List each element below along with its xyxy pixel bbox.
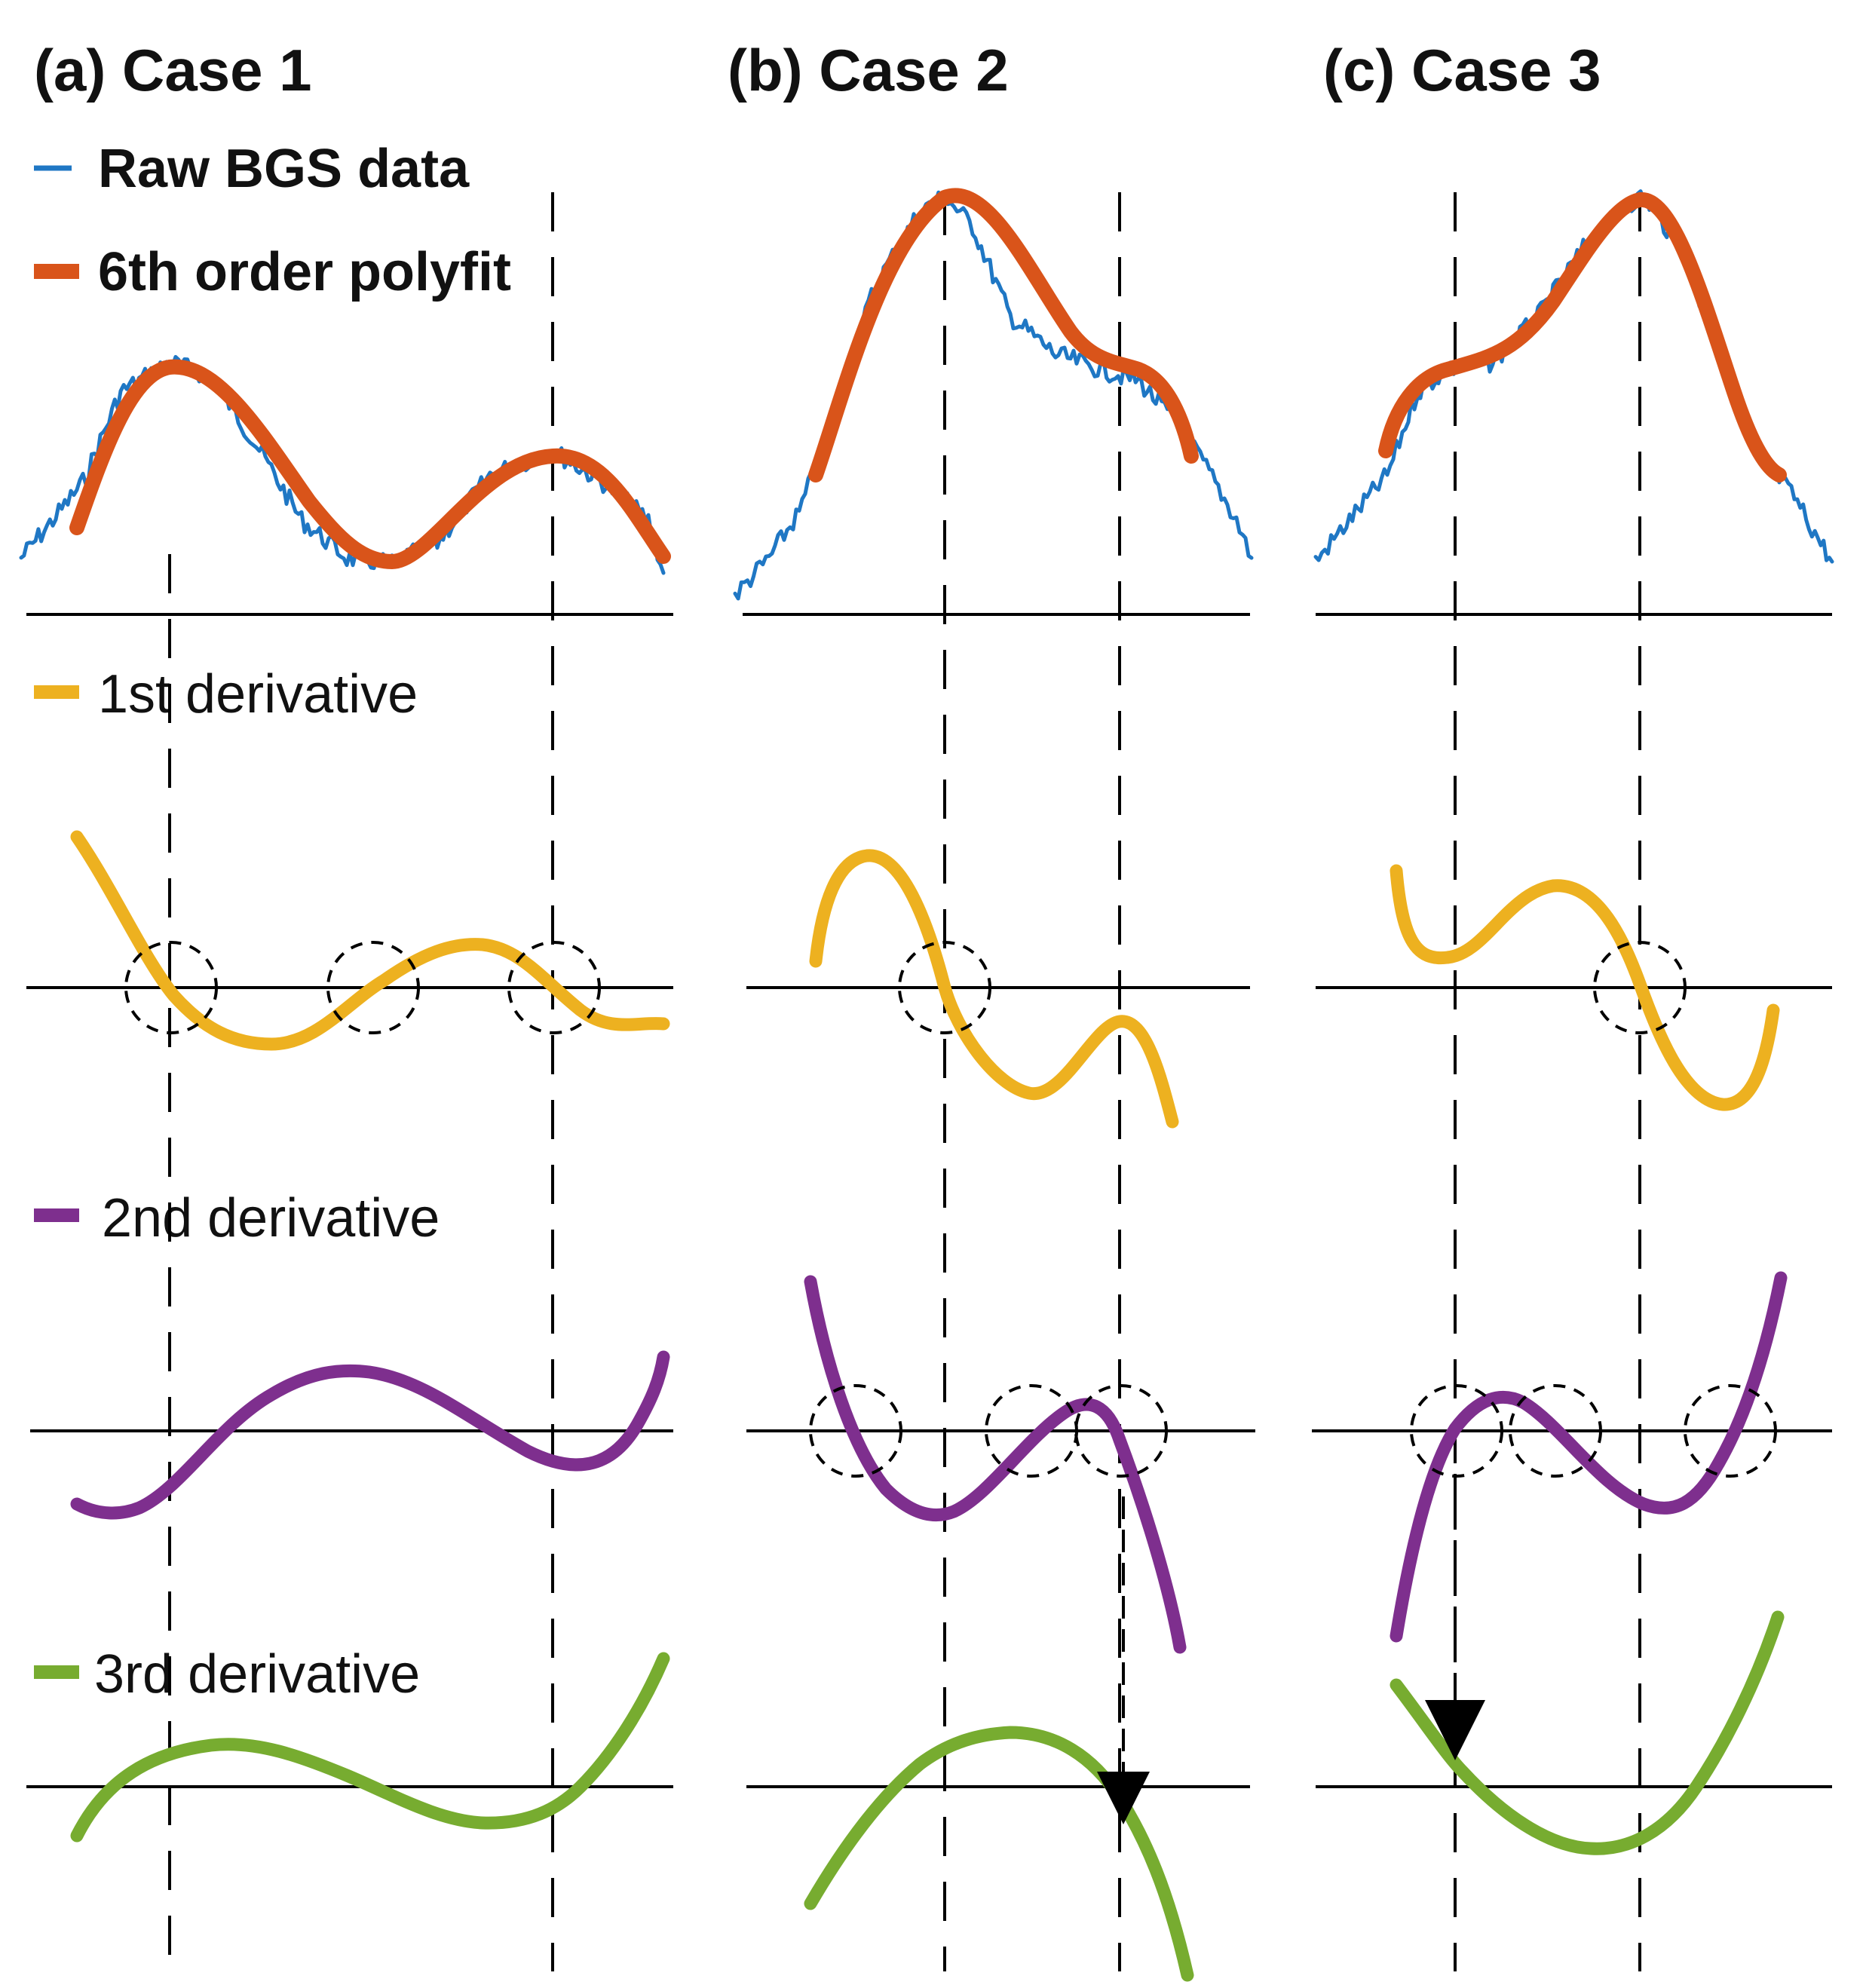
- vertical-guides: [168, 192, 1641, 1971]
- arrow-c-head: [1425, 1700, 1485, 1760]
- marker-c-d1-1: [1593, 941, 1687, 1034]
- legend-d1-label: 1st derivative: [98, 664, 418, 724]
- first-derivative-curves: [70, 830, 1780, 1129]
- marker-a-d1-1: [124, 941, 218, 1034]
- legend-d3-label: 3rd derivative: [94, 1644, 420, 1705]
- d2-case-1: [70, 1350, 670, 1520]
- polyfit-case-2: [808, 188, 1199, 482]
- d3-case-2: [804, 1726, 1194, 1982]
- panel-title-case-3: (c) Case 3: [1323, 37, 1601, 103]
- marker-b-d2-3: [1074, 1384, 1168, 1478]
- polyfit-case-1: [69, 359, 671, 569]
- raw-trace-case-3: [1313, 189, 1834, 564]
- legend-poly-label: 6th order polyfit: [98, 242, 511, 302]
- marker-a-d1-2: [326, 941, 420, 1034]
- legend: Raw BGS data 6th order polyfit 1st deriv…: [34, 139, 511, 1705]
- d1-case-1: [70, 830, 670, 1051]
- marker-c-d2-2: [1509, 1384, 1602, 1478]
- panel-title-case-1: (a) Case 1: [34, 37, 312, 103]
- marker-a-d1-3: [507, 941, 601, 1034]
- d2-case-3: [1390, 1271, 1788, 1643]
- d3-case-3: [1390, 1610, 1785, 1855]
- d2-case-2: [804, 1275, 1187, 1654]
- legend-d2-label: 2nd derivative: [102, 1188, 440, 1248]
- arrow-b-head: [1097, 1772, 1150, 1824]
- marker-b-d1-1: [898, 941, 991, 1034]
- d3-case-1: [70, 1652, 670, 1842]
- marker-c-d2-3: [1684, 1384, 1777, 1478]
- d1-case-3: [1390, 864, 1780, 1111]
- third-derivative-curves: [70, 1610, 1785, 1982]
- marker-b-d2-1: [809, 1384, 902, 1478]
- d1-case-2: [809, 849, 1179, 1129]
- second-derivative-curves: [70, 1271, 1788, 1654]
- zero-crossing-markers: [124, 941, 1777, 1478]
- panel-title-case-2: (b) Case 2: [728, 37, 1009, 103]
- polyfit-case-3: [1378, 192, 1787, 482]
- transfer-arrows: [1097, 1474, 1485, 1824]
- polyfit-curves: [69, 188, 1787, 569]
- marker-b-d2-2: [985, 1384, 1078, 1478]
- legend-raw-label: Raw BGS data: [98, 139, 470, 199]
- axes: [26, 613, 1832, 1788]
